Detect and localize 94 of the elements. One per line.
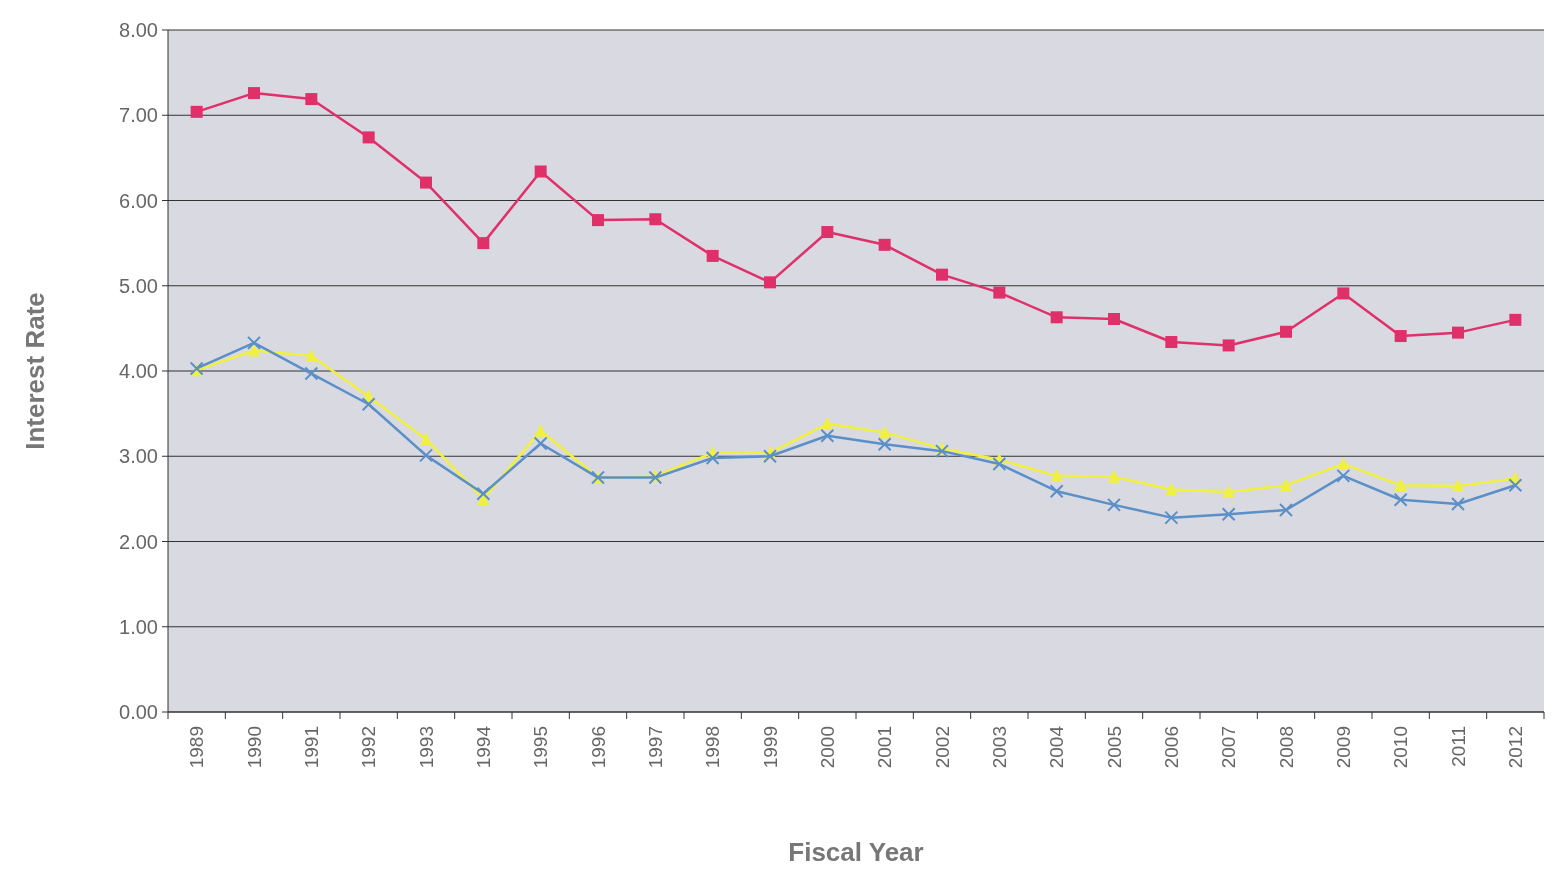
point [305, 348, 318, 362]
point [1337, 456, 1350, 470]
x-tick-label: 2009 [1332, 726, 1354, 769]
point [877, 437, 892, 452]
x-axis-title: Fiscal Year [788, 837, 924, 867]
point [821, 226, 834, 239]
point [533, 436, 548, 451]
y-tick-label: 4.00 [119, 360, 158, 382]
x-tick-label: 2012 [1504, 726, 1526, 769]
point [304, 366, 319, 381]
y-tick-label: 1.00 [119, 615, 158, 638]
point [1394, 478, 1407, 492]
x-tick-label: 1997 [644, 726, 666, 769]
point [248, 87, 260, 100]
x-tick-label: 1999 [759, 726, 781, 769]
point [705, 450, 720, 465]
point [1509, 313, 1522, 326]
point [1280, 478, 1292, 492]
x-tick-label: 2007 [1218, 726, 1240, 769]
y-tick-label: 0.00 [119, 701, 158, 723]
point [1222, 339, 1235, 352]
point [1165, 482, 1178, 496]
x-tick-label: 2005 [1103, 726, 1125, 769]
y-tick-label: 2.00 [119, 530, 158, 553]
point [477, 237, 490, 250]
point [1221, 507, 1236, 522]
x-tick-label: 2010 [1390, 726, 1412, 769]
point [1393, 492, 1408, 507]
point [305, 93, 318, 106]
point [1107, 497, 1121, 512]
point [534, 165, 547, 178]
point [1049, 484, 1064, 499]
x-tick-label: 2000 [816, 726, 838, 769]
y-tick-label: 3.00 [119, 445, 158, 468]
point [190, 105, 203, 118]
point [1452, 326, 1464, 339]
point [706, 249, 719, 262]
point [1280, 325, 1292, 338]
x-tick-label: 2006 [1160, 726, 1182, 769]
x-tick-label: 1995 [530, 726, 552, 769]
point [992, 456, 1007, 471]
point [476, 486, 491, 501]
point [420, 176, 432, 189]
x-tick-label: 2001 [874, 726, 896, 769]
x-tick-label: 1998 [702, 726, 724, 769]
point [1164, 510, 1179, 525]
y-axis-title: Interest Rate [20, 292, 50, 450]
x-tick-label: 1990 [243, 726, 265, 769]
point [362, 131, 375, 144]
point [247, 335, 261, 350]
point [1336, 468, 1351, 483]
point [420, 432, 432, 446]
x-tick-label: 1996 [587, 726, 609, 769]
point [534, 423, 547, 437]
x-tick-label: 1989 [186, 726, 208, 769]
x-tick-label: 2004 [1046, 725, 1068, 769]
point [1050, 468, 1063, 482]
y-tick-label: 8.00 [119, 19, 158, 41]
point [1508, 478, 1523, 493]
point [419, 448, 433, 463]
point [1108, 313, 1120, 325]
point [1108, 469, 1120, 483]
x-tick-label: 1994 [472, 725, 494, 769]
x-tick-label: 1992 [358, 726, 380, 769]
point [763, 449, 777, 464]
y-tick-label: 5.00 [119, 274, 158, 297]
point [361, 397, 376, 412]
x-tick-label: 1993 [415, 726, 437, 769]
y-tick-label: 7.00 [119, 104, 158, 127]
point [1222, 485, 1235, 499]
y-tick-label: 6.00 [119, 189, 158, 212]
point [1279, 502, 1293, 517]
point [820, 428, 835, 443]
point [878, 425, 891, 439]
point [1337, 287, 1350, 300]
point [936, 268, 948, 281]
point [993, 286, 1006, 299]
point [1394, 330, 1407, 343]
point [649, 213, 662, 226]
x-tick-label: 2011 [1447, 726, 1469, 767]
x-tick-label: 2002 [931, 726, 953, 769]
x-tick-label: 2003 [988, 726, 1010, 769]
point [1452, 479, 1464, 493]
point [935, 444, 949, 459]
x-tick-label: 2008 [1275, 726, 1297, 769]
x-tick-label: 1991 [300, 726, 322, 769]
point [764, 276, 776, 289]
point [1165, 336, 1178, 349]
point [1050, 311, 1063, 324]
point [878, 238, 891, 251]
point [592, 214, 604, 227]
point [821, 416, 834, 430]
point [248, 343, 260, 357]
point [1451, 496, 1465, 511]
